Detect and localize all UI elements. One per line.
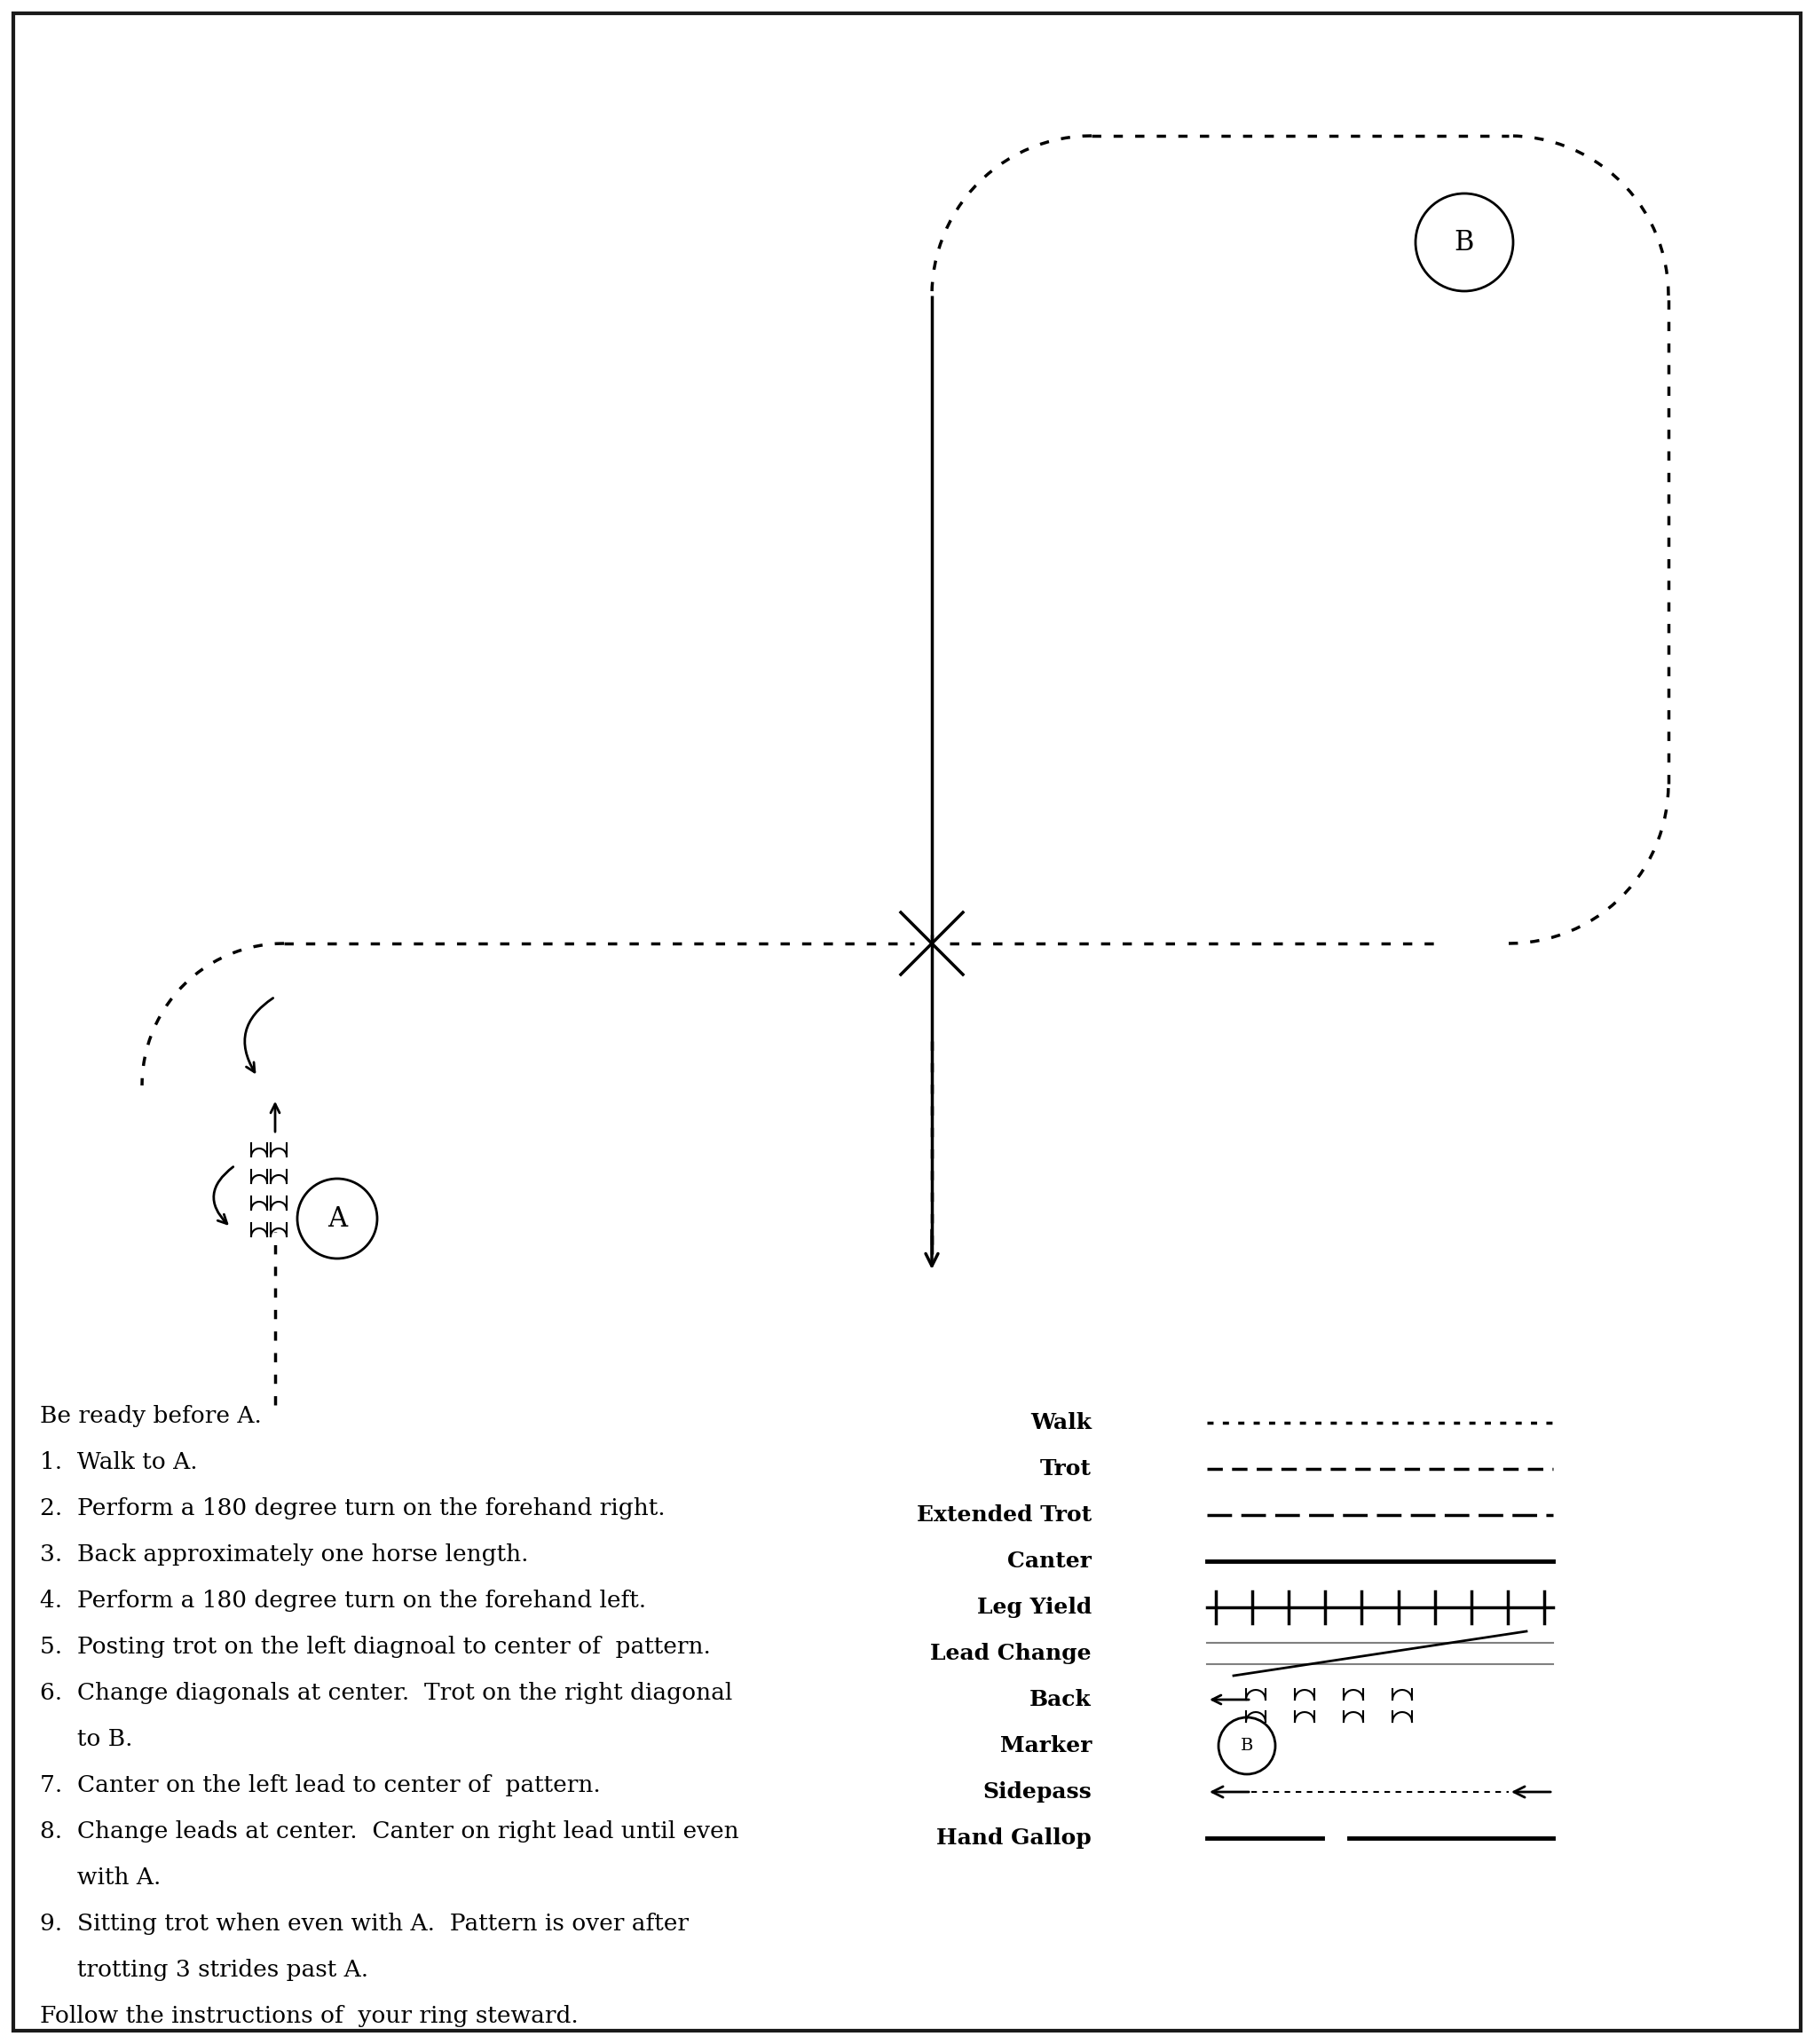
Text: Leg Yield: Leg Yield bbox=[978, 1596, 1092, 1619]
Text: 4.  Perform a 180 degree turn on the forehand left.: 4. Perform a 180 degree turn on the fore… bbox=[40, 1590, 646, 1613]
Text: Walk: Walk bbox=[1030, 1412, 1092, 1433]
Text: trotting 3 strides past A.: trotting 3 strides past A. bbox=[40, 1958, 368, 1981]
Text: Hand Gallop: Hand Gallop bbox=[936, 1827, 1092, 1848]
Text: 1.  Walk to A.: 1. Walk to A. bbox=[40, 1451, 198, 1474]
Text: Back: Back bbox=[1030, 1688, 1092, 1711]
Text: Sidepass: Sidepass bbox=[983, 1780, 1092, 1803]
Text: with A.: with A. bbox=[40, 1866, 161, 1889]
Text: 7.  Canter on the left lead to center of  pattern.: 7. Canter on the left lead to center of … bbox=[40, 1774, 600, 1797]
Text: 6.  Change diagonals at center.  Trot on the right diagonal: 6. Change diagonals at center. Trot on t… bbox=[40, 1682, 733, 1705]
Text: Canter: Canter bbox=[1007, 1551, 1092, 1572]
Text: Follow the instructions of  your ring steward.: Follow the instructions of your ring ste… bbox=[40, 2005, 579, 2028]
Text: 9.  Sitting trot when even with A.  Pattern is over after: 9. Sitting trot when even with A. Patter… bbox=[40, 1913, 689, 1936]
Text: 8.  Change leads at center.  Canter on right lead until even: 8. Change leads at center. Canter on rig… bbox=[40, 1821, 738, 1842]
Text: A: A bbox=[327, 1204, 346, 1233]
Text: Be ready before A.: Be ready before A. bbox=[40, 1404, 261, 1427]
Text: 2.  Perform a 180 degree turn on the forehand right.: 2. Perform a 180 degree turn on the fore… bbox=[40, 1498, 666, 1519]
Text: Trot: Trot bbox=[1039, 1457, 1092, 1480]
Text: Lead Change: Lead Change bbox=[931, 1643, 1092, 1664]
Text: Extended Trot: Extended Trot bbox=[916, 1504, 1092, 1525]
Text: to B.: to B. bbox=[40, 1727, 132, 1750]
Text: Marker: Marker bbox=[1000, 1735, 1092, 1756]
Text: B: B bbox=[1241, 1737, 1253, 1754]
Text: 5.  Posting trot on the left diagnoal to center of  pattern.: 5. Posting trot on the left diagnoal to … bbox=[40, 1635, 711, 1658]
Text: 3.  Back approximately one horse length.: 3. Back approximately one horse length. bbox=[40, 1543, 528, 1566]
Text: B: B bbox=[1455, 229, 1475, 256]
